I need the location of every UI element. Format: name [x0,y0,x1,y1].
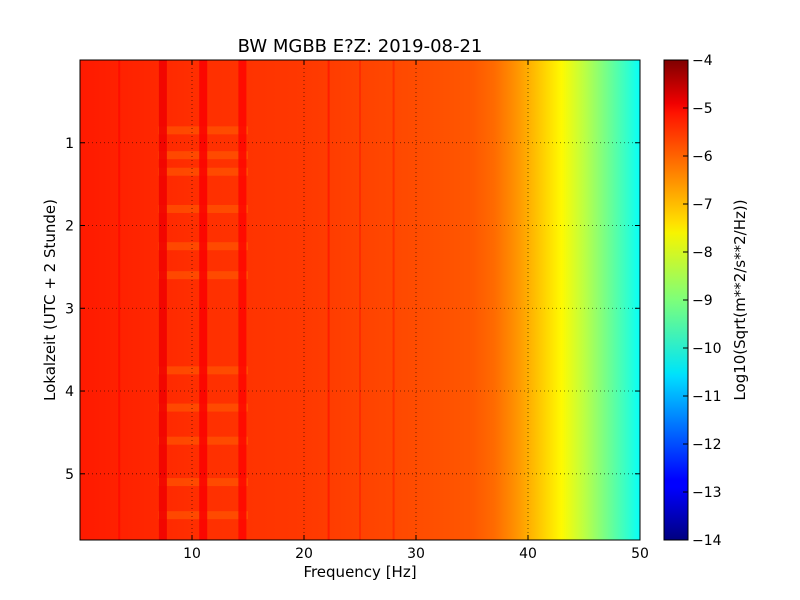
weak-line-3 [392,60,395,540]
y-tick-label-4: 5 [65,467,74,483]
colorbar-tick-label-4: −8 [692,245,713,261]
colorbar-tick-label-3: −7 [692,197,713,213]
colorbar-tick-label-5: −9 [692,293,713,309]
colorbar-tick-label-6: −10 [692,341,722,357]
plot-frame [79,59,641,541]
x-tick-label-4: 50 [631,546,649,562]
colorbar-tick-label-9: −13 [692,485,722,501]
y-tick-label-3: 4 [65,384,74,400]
weak-line-2 [359,60,361,540]
weak-line-1 [327,60,330,540]
chart-title: BW MGBB E?Z: 2019-08-21 [238,36,483,57]
colorbar-tick-label-0: −4 [692,53,713,69]
y-tick-label-2: 3 [65,301,74,317]
strong-line-2 [199,60,208,540]
y-axis-label: Lokalzeit (UTC + 2 Stunde) [41,199,59,401]
colorbar-tick-label-2: −6 [692,149,713,165]
colorbar-tick-label-7: −11 [692,389,722,405]
strong-line-1 [238,60,247,540]
x-tick-label-3: 40 [519,546,537,562]
plot-area [80,60,640,540]
y-tick-label-0: 1 [65,136,74,152]
x-tick-label-0: 10 [183,546,201,562]
strong-line-0 [158,60,167,540]
x-tick-label-2: 30 [407,546,425,562]
colorbar-tick-label-10: −14 [692,533,722,549]
colorbar-tick-label-1: −5 [692,101,713,117]
x-tick-label-1: 20 [295,546,313,562]
colorbar-label: Log10(Sqrt(m**2/s**2/Hz)) [731,199,749,400]
weak-line-0 [118,60,121,540]
colorbar-tick-label-8: −12 [692,437,722,453]
x-axis-label: Frequency [Hz] [303,563,416,581]
y-tick-label-1: 2 [65,219,74,235]
